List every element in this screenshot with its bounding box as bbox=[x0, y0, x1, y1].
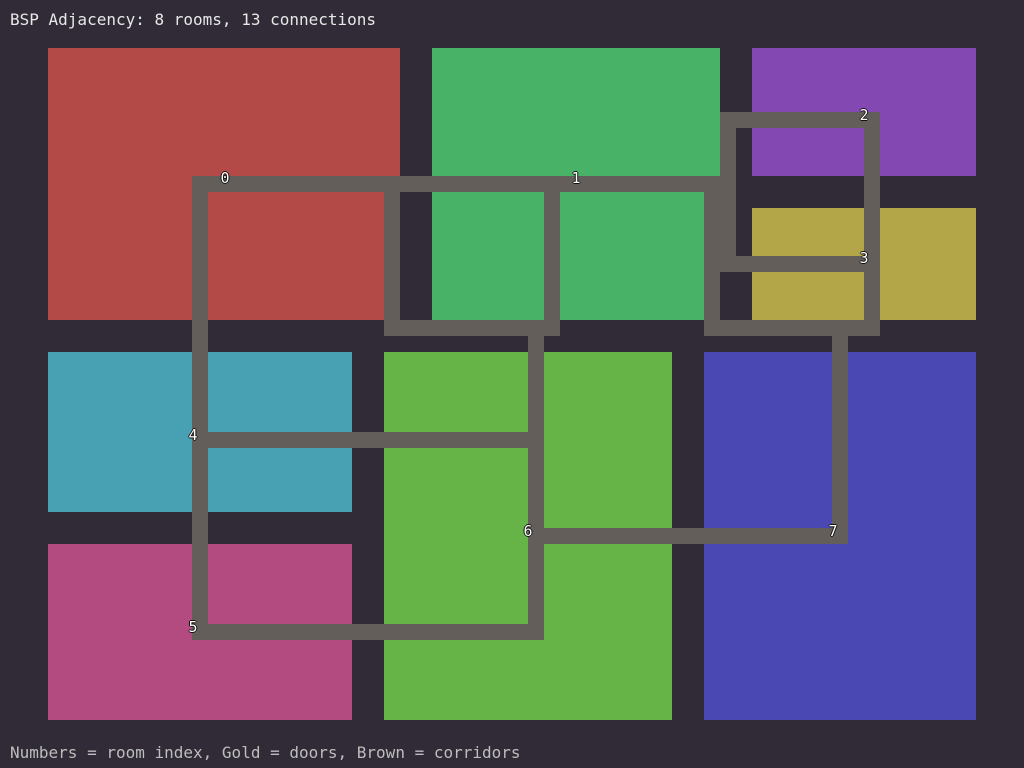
corridor-segment bbox=[528, 528, 848, 544]
corridor-segment bbox=[544, 176, 560, 336]
corridor-segment bbox=[864, 112, 880, 336]
corridor-segment bbox=[528, 320, 544, 640]
room-index-label: 1 bbox=[571, 169, 581, 187]
room-index-label: 5 bbox=[188, 618, 198, 636]
corridor-segment bbox=[704, 176, 720, 336]
room-index-label: 0 bbox=[220, 169, 230, 187]
legend-text: Numbers = room index, Gold = doors, Brow… bbox=[10, 743, 521, 762]
corridor-segment bbox=[704, 320, 880, 336]
corridor-segment bbox=[192, 624, 544, 640]
room-index-label: 4 bbox=[188, 426, 198, 444]
room-index-label: 2 bbox=[859, 106, 869, 124]
room-index-label: 6 bbox=[523, 522, 533, 540]
corridor-segment bbox=[704, 256, 880, 272]
room-index-label: 3 bbox=[859, 249, 869, 267]
corridor-segment bbox=[720, 112, 880, 128]
corridor-segment bbox=[384, 176, 400, 336]
corridor-segment bbox=[192, 176, 208, 640]
title-text: BSP Adjacency: 8 rooms, 13 connections bbox=[10, 10, 377, 29]
corridor-segment bbox=[832, 320, 848, 544]
corridor-segment bbox=[192, 432, 544, 448]
corridor-segment bbox=[192, 176, 720, 192]
corridor-segment bbox=[720, 112, 736, 272]
room-index-label: 7 bbox=[828, 522, 838, 540]
corridor-segment bbox=[384, 320, 560, 336]
